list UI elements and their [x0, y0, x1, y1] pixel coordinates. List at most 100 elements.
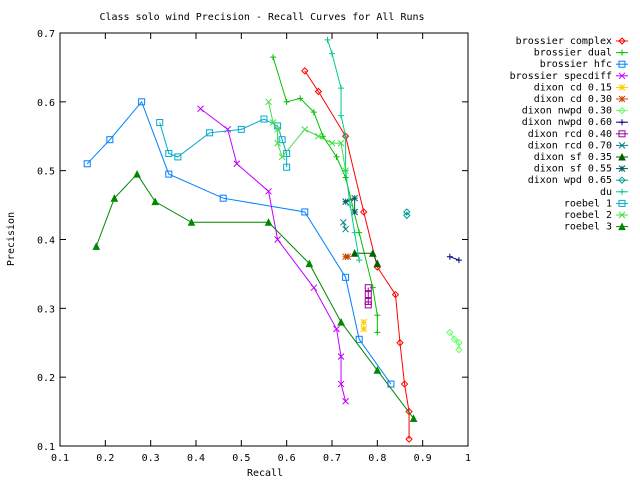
- data-point: [373, 366, 382, 374]
- data-point: [403, 211, 411, 220]
- data-point: [342, 225, 349, 233]
- legend-label: du: [600, 187, 612, 198]
- data-point: [339, 218, 347, 226]
- chart-title: Class solo wind Precision - Recall Curve…: [99, 12, 424, 23]
- data-point: [138, 98, 146, 106]
- series-brossier-hfc: [83, 98, 395, 388]
- data-point: [165, 170, 173, 178]
- data-point: [264, 218, 273, 226]
- series-line: [86, 100, 392, 385]
- legend-marker: [618, 60, 626, 68]
- data-point: [197, 105, 204, 113]
- data-point: [342, 167, 349, 175]
- data-point: [364, 284, 372, 292]
- data-point: [151, 197, 160, 206]
- data-point: [391, 290, 400, 299]
- legend-label: roebel 1: [564, 198, 612, 209]
- legend-marker: [618, 84, 626, 91]
- data-point: [337, 317, 345, 326]
- data-point: [351, 208, 359, 216]
- series-roebel-1: [156, 115, 291, 171]
- x-tick-label: 1: [465, 453, 471, 464]
- series-dixon-sf-0-55: [342, 194, 359, 216]
- data-point: [333, 153, 340, 160]
- series-dixon-sf-0-35: [350, 249, 382, 268]
- data-point: [106, 136, 114, 144]
- data-point: [360, 325, 368, 333]
- data-point: [283, 149, 291, 157]
- data-point: [360, 318, 368, 326]
- data-point: [342, 273, 350, 281]
- data-point: [329, 50, 335, 57]
- y-tick-label: 0.3: [37, 304, 55, 315]
- legend-marker: [618, 37, 626, 45]
- data-point: [333, 325, 340, 333]
- legend-marker: [618, 176, 626, 184]
- series-line: [304, 70, 410, 440]
- data-point: [403, 208, 411, 216]
- series-dixon-cd-0-30: [342, 253, 352, 261]
- series-dixon-rcd-0-40: [364, 284, 372, 309]
- data-point: [344, 253, 352, 261]
- data-point: [350, 249, 359, 257]
- series-roebel-2: [265, 98, 349, 175]
- data-point: [233, 160, 241, 168]
- data-point: [450, 335, 459, 344]
- legend-marker: [618, 130, 626, 138]
- data-point: [283, 98, 290, 105]
- data-point: [446, 328, 454, 337]
- data-point: [165, 149, 173, 157]
- legend-label: dixon cd 0.15: [534, 82, 612, 93]
- data-point: [92, 242, 101, 250]
- data-point: [342, 174, 349, 181]
- data-point: [274, 139, 281, 147]
- legend-marker: [619, 188, 625, 195]
- data-point: [156, 118, 164, 126]
- data-point: [301, 208, 309, 216]
- data-point: [274, 126, 281, 133]
- data-point: [455, 339, 463, 347]
- legend-label: brossier hfc: [540, 59, 612, 70]
- y-tick-label: 0.5: [37, 167, 55, 178]
- series-dixon-wpd-0-65: [403, 208, 411, 220]
- data-point: [409, 414, 418, 422]
- series-dixon-nwpd-0-30: [446, 328, 463, 354]
- series-du: [324, 36, 363, 264]
- data-point: [265, 187, 272, 195]
- data-point: [337, 380, 345, 388]
- data-point: [455, 257, 462, 264]
- data-point: [364, 291, 372, 299]
- x-tick-label: 0.4: [187, 453, 205, 464]
- legend-marker: [619, 49, 625, 56]
- series-line: [272, 56, 378, 333]
- data-point: [315, 132, 322, 140]
- data-point: [328, 139, 336, 147]
- legend-label: roebel 2: [564, 210, 612, 221]
- y-tick-label: 0.2: [37, 373, 55, 384]
- data-point: [310, 284, 318, 292]
- data-point: [310, 109, 317, 116]
- data-point: [301, 67, 309, 75]
- x-axis-label: Recall: [247, 468, 283, 479]
- data-point: [337, 139, 345, 147]
- legend-label: brossier specdiff: [510, 71, 612, 82]
- series-line: [95, 173, 414, 419]
- data-point: [270, 54, 277, 61]
- data-point: [351, 229, 358, 236]
- data-point: [110, 194, 119, 202]
- x-tick-label: 0.7: [323, 453, 341, 464]
- legend-marker: [618, 165, 626, 172]
- data-point: [301, 126, 309, 133]
- legend-label: dixon sf 0.35: [534, 152, 612, 163]
- data-point: [338, 112, 345, 119]
- data-point: [338, 85, 345, 92]
- data-point: [219, 194, 227, 202]
- y-axis-label: Precision: [6, 212, 17, 266]
- legend-marker: [618, 199, 626, 207]
- data-point: [133, 169, 141, 178]
- legend-marker: [618, 152, 626, 161]
- legend-label: dixon nwpd 0.30: [522, 106, 612, 117]
- data-point: [269, 119, 277, 126]
- data-point: [324, 36, 331, 43]
